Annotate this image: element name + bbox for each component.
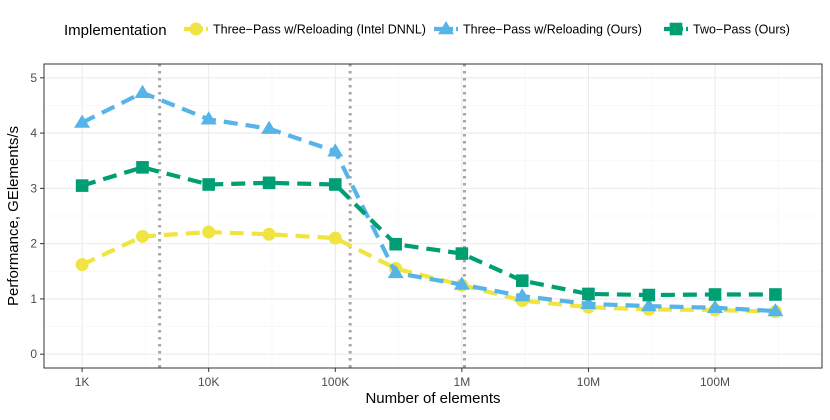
data-point [582,287,595,301]
series-line [81,229,776,314]
data-point [327,143,344,157]
data-point [640,298,657,312]
y-axis-label: Performance, GElements/s [5,126,22,306]
y-tick-label: 2 [30,237,37,251]
data-point [261,120,278,134]
data-point [134,84,151,98]
data-point [389,237,402,251]
x-tick-label: 10M [577,375,600,389]
data-point [580,295,597,310]
data-point [75,179,89,192]
data-point [202,225,216,239]
legend: Implementation Three−Pass w/Reloading (I… [64,21,790,39]
data-point [74,114,91,128]
data-point [328,178,342,191]
plot-panel-border [43,63,823,369]
x-tick-label: 10K [198,375,219,389]
data-point [455,247,469,260]
legend-item-label: Three−Pass w/Reloading (Intel DNNL) [213,23,426,37]
data-point [75,258,89,272]
data-point [136,229,150,243]
legend-item-label: Three−Pass w/Reloading (Ours) [463,23,642,37]
legend-key-marker [189,22,203,36]
y-tick-label: 1 [30,292,37,306]
y-tick-label: 0 [30,347,37,361]
series-line [81,90,776,314]
y-tick-label: 4 [30,126,37,140]
series-triangle [74,84,784,317]
data-point [136,161,149,174]
legend-item-square: Two−Pass (Ours) [664,23,790,37]
axes: 0 1 2 3 4 5 1K 10K 100K 1M 10M 100M [30,71,730,389]
x-tick-label: 1K [75,375,90,389]
y-tick-label: 3 [30,181,37,195]
data-point [707,299,724,313]
y-tick-label: 5 [30,71,37,85]
data-point [767,303,784,317]
series-layer [74,84,784,319]
x-tick-label: 100M [700,375,730,389]
series-square [75,161,782,302]
data-point [328,231,342,245]
data-point [514,288,531,302]
legend-item-label: Two−Pass (Ours) [693,23,790,37]
x-tick-label: 100K [321,375,349,389]
x-tick-label: 1M [454,375,471,389]
data-point [387,264,404,279]
legend-item-circle: Three−Pass w/Reloading (Intel DNNL) [184,22,426,37]
series-line [81,165,776,298]
data-point [515,274,529,287]
data-point [769,288,782,301]
x-axis-label: Number of elements [365,390,500,407]
data-point [708,288,722,301]
data-point [262,227,276,241]
reference-lines [158,64,466,368]
data-point [202,178,215,191]
data-point [200,111,217,125]
legend-key-marker [438,21,454,35]
data-point [262,176,276,190]
legend-item-triangle: Three−Pass w/Reloading (Ours) [434,21,642,37]
data-point [453,276,470,290]
data-point [642,288,656,302]
legend-title: Implementation [64,22,167,39]
legend-key-marker [669,22,683,36]
